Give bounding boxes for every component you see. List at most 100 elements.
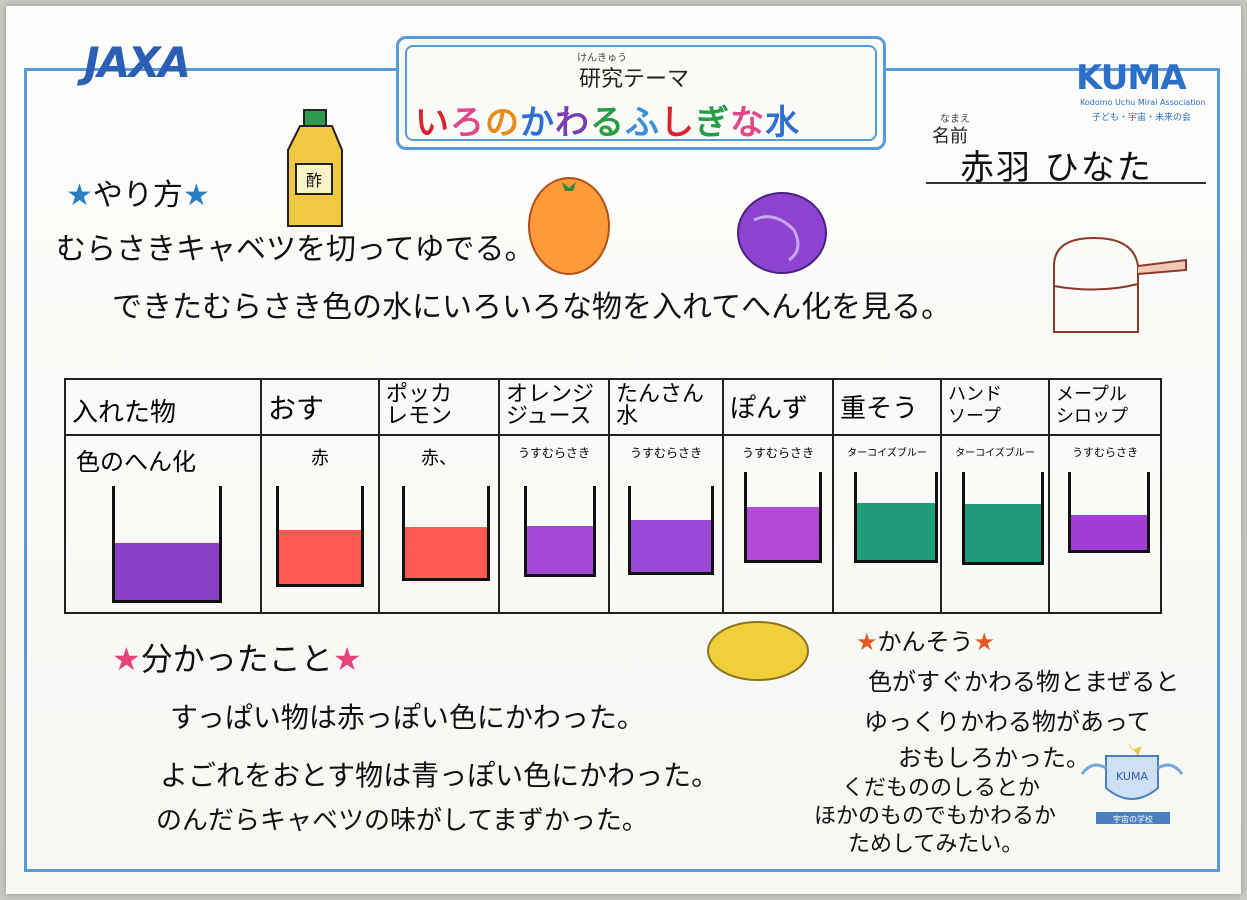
theme-title-char: ろ: [450, 103, 485, 143]
badge-caption: 宇宙の学校: [1113, 814, 1153, 824]
cup: [628, 486, 714, 575]
theme-title-char: ぎ: [695, 103, 730, 143]
row1-header-text: 入れた物: [72, 398, 177, 428]
item-name-line: メープル: [1056, 384, 1127, 405]
theme-title-char: の: [485, 103, 520, 143]
item-note: うすむらさき: [1072, 446, 1138, 459]
table-cell-result: うすむらさき: [498, 434, 610, 614]
table-cell-result: ターコイズブルー: [940, 434, 1050, 614]
item-note: 赤: [311, 448, 329, 469]
liquid: [405, 527, 487, 578]
star-icon: ★: [856, 628, 878, 656]
item-name: ハンド ソープ: [948, 384, 1042, 428]
liquid: [1071, 514, 1147, 550]
item-name-line: オレンジ: [506, 382, 595, 407]
theme-inner-border: [405, 45, 877, 141]
cup: [276, 486, 364, 587]
theme-title-char: し: [660, 103, 695, 143]
table-cell-result: うすむらさき: [1048, 434, 1162, 614]
star-icon: ★: [66, 178, 93, 213]
impressions-line-1: 色がすぐかわる物とまぜると: [868, 668, 1180, 696]
table-cell-item: ポッカ レモン: [378, 378, 500, 436]
item-name: ポッカ レモン: [386, 384, 492, 428]
liquid: [631, 520, 711, 572]
method-heading-text: やり方: [92, 178, 183, 213]
table-cell-result: ターコイズブルー: [832, 434, 942, 614]
table-cell-item: オレンジ ジュース: [498, 378, 610, 436]
cup: [1068, 472, 1150, 553]
cup: [524, 486, 596, 577]
cup: [962, 472, 1044, 565]
impressions-heading: ★かんそう★: [856, 622, 995, 657]
item-name-line: ジュース: [506, 404, 592, 429]
findings-heading-text: 分かったこと: [140, 640, 333, 678]
pot-icon: [1053, 236, 1187, 333]
item-note: うすむらさき: [517, 446, 590, 460]
item-name-line: ポッカ: [386, 382, 453, 407]
theme-title-char: な: [730, 103, 765, 143]
liquid-base: [115, 543, 219, 600]
table-cell-result: うすむらさき: [608, 434, 724, 614]
kuma-logo: KUMA: [1076, 58, 1187, 98]
theme-title-char: わ: [555, 103, 590, 143]
kuma-subtitle: Kodomo Uchu Mirai Association: [1080, 98, 1206, 107]
kuma-subtitle-jp: 子ども・宇宙・未来の会: [1092, 113, 1192, 123]
liquid: [279, 530, 361, 584]
table-cell-item: ぽんず: [722, 378, 834, 436]
row2-header-text: 色のへん化: [76, 448, 196, 476]
item-note: うすむらさき: [741, 446, 814, 460]
theme-title-char: か: [520, 103, 555, 143]
theme-furigana: けんきゅう: [577, 53, 627, 64]
liquid: [527, 525, 593, 574]
table-header-change: 色のへん化: [64, 434, 262, 614]
table-cell-item: たんさん水: [608, 378, 724, 436]
kuma-badge-icon: KUMA 宇宙の学校: [1080, 740, 1184, 824]
impressions-line-4: くだもののしるとか: [842, 776, 1041, 801]
table-cell-item: 重そう: [832, 378, 942, 436]
findings-heading: ★分かったこと★: [112, 634, 361, 680]
item-name-line: ハンド: [948, 384, 1002, 405]
star-icon: ★: [112, 640, 141, 678]
table-header-items: 入れた物: [64, 378, 262, 436]
table-cell-result: 赤、: [378, 434, 500, 614]
table-cell-item: おす: [260, 378, 380, 436]
method-line-1: むらさきキャベツを切ってゆでる。: [56, 232, 535, 267]
findings-line-1: すっぱい物は赤っぽい色にかわった。: [170, 701, 645, 734]
impressions-line-5: ほかのものでもかわるか: [814, 804, 1057, 829]
jaxa-logo: JAXA: [84, 38, 191, 87]
star-icon: ★: [332, 640, 362, 678]
name-furigana: なまえ: [940, 114, 970, 125]
impressions-line-3: おもしろかった。: [898, 744, 1090, 772]
table-cell-result: うすむらさき: [722, 434, 834, 614]
bottle-label: 酢: [306, 171, 322, 190]
table-cell-item: ハンド ソープ: [940, 378, 1050, 436]
impressions-heading-text: かんそう: [877, 628, 974, 656]
findings-line-2: よごれをおとす物は青っぽい色にかわった。: [160, 759, 720, 792]
item-name: オレンジ ジュース: [506, 384, 602, 428]
item-note: ターコイズブルー: [847, 448, 927, 459]
cup-base: [112, 486, 222, 603]
name-value: 赤羽 ひなた: [960, 148, 1153, 188]
impressions-line-2: ゆっくりかわる物があって: [864, 708, 1151, 736]
name-underline: [926, 182, 1206, 184]
item-note: うすむらさき: [629, 446, 702, 460]
liquid: [965, 503, 1041, 562]
cup: [744, 472, 822, 563]
item-name: 重そう: [840, 394, 919, 424]
badge-text: KUMA: [1116, 770, 1148, 783]
cup: [402, 486, 490, 581]
name-label: 名前: [932, 126, 968, 147]
theme-title: いろのかわるふしぎな水: [415, 95, 800, 144]
frame-bar: [222, 68, 398, 71]
table-cell-result: 赤: [260, 434, 380, 614]
item-note: ターコイズブルー: [955, 448, 1035, 459]
orange-icon: [528, 177, 610, 275]
theme-title-char: い: [415, 103, 450, 143]
impressions-line-6: ためしてみたい。: [848, 832, 1024, 857]
item-name: ぽんず: [730, 394, 809, 424]
method-line-2: できたむらさき色の水にいろいろな物を入れてへん化を見る。: [112, 290, 952, 325]
findings-line-3: のんだらキャベツの味がしてまずかった。: [156, 806, 648, 836]
item-name: おす: [268, 392, 325, 425]
method-heading: ★やり方★: [66, 170, 210, 214]
liquid: [857, 502, 935, 560]
